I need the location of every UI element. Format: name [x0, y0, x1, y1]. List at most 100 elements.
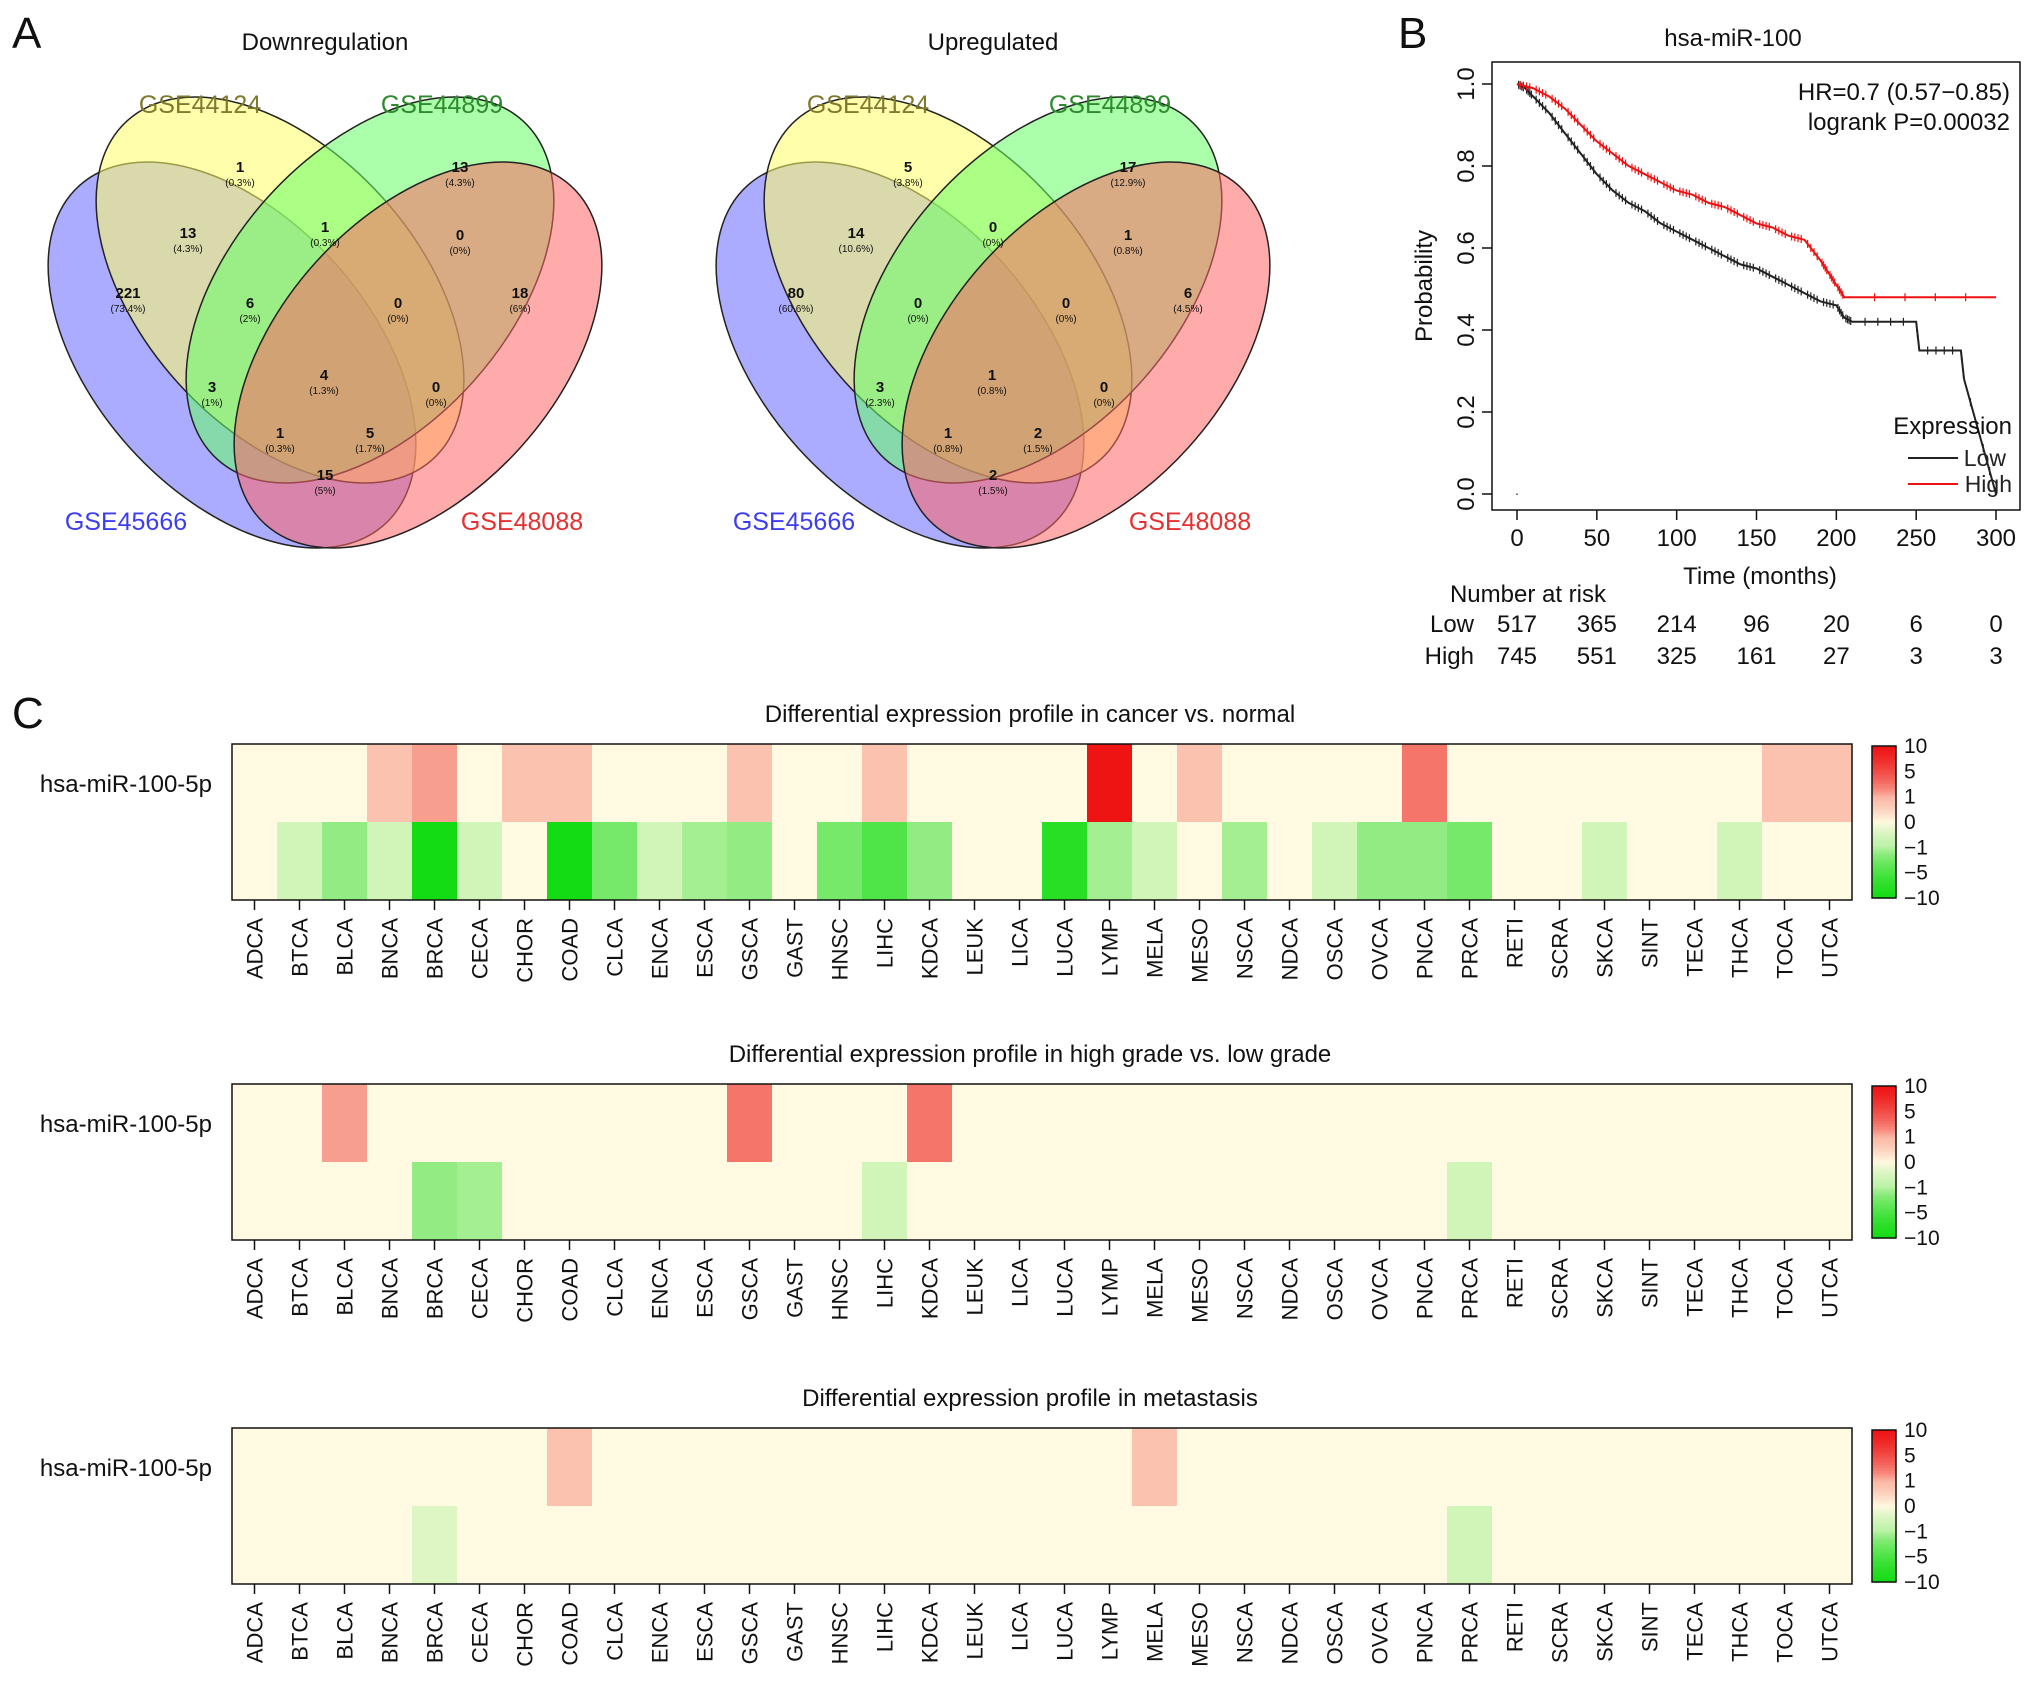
heatmap-cell-down-chor [502, 1162, 548, 1240]
heatmap-category-label: ADCA [243, 1602, 268, 1663]
heatmap-legend-swatch [1872, 763, 1896, 767]
heatmap-category-label: SCRA [1548, 1258, 1573, 1319]
heatmap-cell-up-lihc [862, 1428, 908, 1506]
heatmap-legend-swatch [1872, 1437, 1896, 1441]
heatmap-cell-down-brca [412, 1162, 458, 1240]
heatmap-legend-swatch [1872, 781, 1896, 785]
heatmap-cell-up-teca [1672, 1428, 1718, 1506]
heatmap-legend-swatch [1872, 1498, 1896, 1502]
heatmap-legend-swatch [1872, 1500, 1896, 1505]
heatmap-legend-swatch [1872, 890, 1896, 894]
venn-region-count: 80 [788, 285, 805, 302]
heatmap-cell-up-esca [682, 1084, 728, 1162]
heatmap-cell-up-gsca [727, 744, 773, 822]
km-curves: · [1515, 80, 1997, 501]
venn-downregulation: Downregulation GSE44124 GSE44899 GSE4566… [47, 29, 603, 549]
heatmap-category-label: LICA [1008, 1602, 1033, 1651]
heatmap-legend-swatch [1872, 1435, 1896, 1439]
heatmap-legend-swatch [1872, 852, 1896, 856]
km-y-tick-label: 0.2 [1453, 395, 1480, 428]
heatmap-legend-label: −1 [1904, 836, 1928, 859]
heatmap-legend-swatch [1872, 784, 1896, 788]
heatmap-cell-down-enca [637, 1506, 683, 1584]
heatmap-legend-swatch [1872, 768, 1896, 772]
heatmap-legend-swatch [1872, 1579, 1896, 1583]
heatmap-legend-label: −5 [1904, 862, 1928, 885]
heatmap-legend-swatch [1872, 1440, 1896, 1444]
heatmap-cell-up-luca [1042, 1428, 1088, 1506]
heatmap-legend-swatch [1872, 748, 1896, 752]
heatmap-cell-down-reti [1492, 822, 1538, 900]
heatmap-cell-down-scra [1537, 1162, 1583, 1240]
heatmap-cell-up-brca [412, 1428, 458, 1506]
heatmap-cell-up-chor [502, 1428, 548, 1506]
heatmap-category-label: CECA [468, 1258, 493, 1319]
heatmap-legend-swatch [1872, 1136, 1896, 1140]
heatmap-cell-up-esca [682, 1428, 728, 1506]
heatmap-category-label: SCRA [1548, 918, 1573, 979]
heatmap-cell-up-sint [1627, 744, 1673, 822]
heatmap-legend-swatch [1872, 824, 1896, 828]
heatmap-cell-down-thca [1717, 822, 1763, 900]
heatmap-cell-up-reti [1492, 744, 1538, 822]
heatmap-cell-up-bnca [367, 1428, 413, 1506]
heatmap-legend-swatch [1872, 1126, 1896, 1130]
heatmap-category-label: PRCA [1458, 918, 1483, 979]
heatmap-high-vs-low-grade: Differential expression profile in high … [40, 1041, 1940, 1323]
heatmap-legend-label: −5 [1904, 1202, 1928, 1225]
venn-region-percent: (0%) [387, 314, 408, 325]
venn-region-percent: (10.6%) [838, 244, 873, 255]
heatmap-category-label: OSCA [1323, 1602, 1348, 1665]
heatmap-cell-up-btca [277, 744, 323, 822]
heatmap-legend-swatch [1872, 758, 1896, 762]
heatmap-category-label: MELA [1143, 1602, 1168, 1662]
venn-ellipses [715, 96, 1271, 549]
heatmap-cell-down-lihc [862, 1506, 908, 1584]
km-risk-value: 3 [1989, 643, 2002, 670]
heatmap-cell-down-toca [1762, 822, 1808, 900]
heatmap-legend-swatch [1872, 1108, 1896, 1112]
heatmap-category-label: SINT [1638, 918, 1663, 968]
heatmap-cell-down-brca [412, 1506, 458, 1584]
heatmap-legend-swatch [1872, 1164, 1896, 1168]
venn-set-label-4: GSE48088 [461, 508, 583, 536]
heatmap-cell-down-blca [322, 1162, 368, 1240]
heatmap-legend-swatch [1872, 1536, 1896, 1540]
km-risk-value: 161 [1736, 643, 1776, 670]
panel-letter-a: A [12, 9, 42, 58]
heatmap-cell-down-adca [232, 1162, 278, 1240]
heatmap-category-label: TOCA [1773, 1258, 1798, 1319]
heatmap-category-label: MESO [1188, 1602, 1213, 1667]
heatmap-cell-up-blca [322, 1428, 368, 1506]
heatmap-legend-swatch [1872, 1187, 1896, 1191]
heatmap-cell-up-sint [1627, 1084, 1673, 1162]
heatmap-legend-swatch [1872, 1111, 1896, 1115]
heatmap-cell-down-skca [1582, 1506, 1628, 1584]
heatmap-cell-down-ndca [1267, 822, 1313, 900]
heatmap-legend-swatch [1872, 1232, 1896, 1237]
heatmap-cell-up-lihc [862, 744, 908, 822]
heatmap-category-label: CLCA [603, 1602, 628, 1661]
heatmap-legend-swatch [1872, 1503, 1896, 1507]
venn-region-percent: (3.8%) [893, 178, 922, 189]
heatmap-cell-up-nsca [1222, 744, 1268, 822]
heatmap-cell-down-brca [412, 822, 458, 900]
heatmap-cell-up-osca [1312, 1428, 1358, 1506]
heatmap-cell-up-leuk [952, 1428, 998, 1506]
heatmap-category-label: THCA [1728, 1602, 1753, 1662]
venn-region-count: 0 [1062, 295, 1070, 312]
heatmap-category-label: ENCA [648, 1602, 673, 1663]
heatmap-cell-down-luca [1042, 1506, 1088, 1584]
heatmap-cell-down-ovca [1357, 822, 1403, 900]
heatmap-legend-swatch [1872, 895, 1896, 899]
heatmap-cell-up-enca [637, 1084, 683, 1162]
heatmap-legend-swatch [1872, 1559, 1896, 1563]
heatmap-cell-up-ovca [1357, 1084, 1403, 1162]
venn-region-count: 5 [904, 159, 912, 176]
heatmap-cell-up-mela [1132, 744, 1178, 822]
heatmap-cell-down-kdca [907, 822, 953, 900]
heatmap-legend-swatch [1872, 867, 1896, 871]
heatmap-legend-swatch [1872, 1546, 1896, 1550]
venn-title: Downregulation [242, 29, 409, 56]
